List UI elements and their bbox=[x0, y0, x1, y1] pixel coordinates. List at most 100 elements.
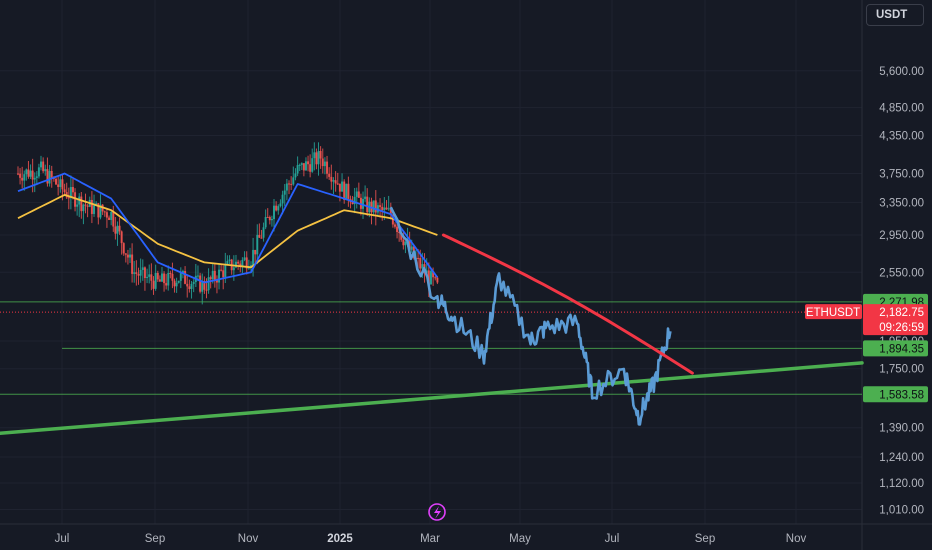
moving-average-slow bbox=[17, 194, 438, 269]
candle-body bbox=[29, 170, 32, 177]
candle-body bbox=[61, 179, 64, 190]
candle-body bbox=[417, 257, 420, 259]
candle-body bbox=[245, 257, 248, 269]
candle-body bbox=[69, 187, 72, 199]
candle-body bbox=[258, 234, 261, 238]
candle-body bbox=[84, 204, 87, 206]
time-tick-label: Mar bbox=[420, 533, 440, 545]
candle-body bbox=[334, 180, 337, 184]
candle-body bbox=[410, 246, 413, 250]
candle-body bbox=[277, 206, 280, 211]
level-price-tag bbox=[863, 340, 928, 357]
candle-body bbox=[256, 234, 259, 255]
candle-body bbox=[300, 163, 303, 165]
candle-body bbox=[186, 283, 189, 287]
candle-body bbox=[379, 205, 382, 207]
price-tick-label: 1,240.00 bbox=[879, 452, 924, 464]
candle-body bbox=[129, 254, 132, 258]
candle-body bbox=[345, 183, 348, 200]
candle-body bbox=[313, 152, 316, 159]
candle-body bbox=[226, 260, 229, 265]
current-price-tag bbox=[863, 304, 928, 336]
candle-body bbox=[150, 274, 153, 281]
candle-body bbox=[400, 232, 403, 240]
time-tick-label: Jul bbox=[605, 533, 620, 545]
candle-body bbox=[218, 269, 221, 283]
candle-body bbox=[328, 173, 331, 177]
candle-body bbox=[158, 279, 161, 282]
candle-body bbox=[57, 184, 60, 188]
candle-body bbox=[19, 173, 22, 178]
time-tick-label: May bbox=[509, 533, 531, 545]
candle-body bbox=[215, 280, 218, 283]
candle-body bbox=[50, 170, 53, 178]
candle-body bbox=[160, 273, 163, 282]
candle-body bbox=[296, 165, 299, 174]
support-trendline bbox=[0, 361, 864, 436]
candle-body bbox=[366, 196, 369, 213]
currency-button[interactable]: USDT bbox=[866, 4, 924, 26]
candle-body bbox=[23, 174, 26, 181]
candle-body bbox=[288, 183, 291, 185]
candle-body bbox=[76, 204, 79, 207]
candle-body bbox=[105, 212, 108, 218]
candle-body bbox=[383, 207, 386, 211]
candle-body bbox=[116, 225, 119, 234]
level-price-tag bbox=[863, 386, 928, 403]
price-tick-label: 1,010.00 bbox=[879, 505, 924, 517]
candle-body bbox=[199, 275, 202, 292]
candle-body bbox=[169, 272, 172, 274]
candle-body bbox=[385, 207, 388, 210]
candle-body bbox=[133, 272, 136, 274]
candle-body bbox=[154, 272, 157, 289]
candle-body bbox=[135, 272, 138, 274]
candle-body bbox=[48, 170, 51, 184]
price-tick-label: 2,550.00 bbox=[879, 267, 924, 279]
candle-body bbox=[315, 152, 318, 165]
candle-body bbox=[205, 289, 208, 291]
candle-body bbox=[381, 206, 384, 211]
lightning-bolt-icon bbox=[434, 506, 441, 519]
candle-body bbox=[294, 173, 297, 178]
candle-body bbox=[122, 243, 125, 254]
candle-body bbox=[275, 205, 278, 211]
candle-body bbox=[432, 271, 435, 278]
candle-body bbox=[243, 257, 246, 260]
candle-body bbox=[343, 181, 346, 200]
candle-body bbox=[114, 226, 117, 234]
candle-body bbox=[163, 273, 166, 284]
candle-body bbox=[139, 269, 142, 276]
candle-body bbox=[213, 270, 216, 281]
candle-body bbox=[304, 161, 307, 171]
candle-body bbox=[74, 192, 77, 207]
candle-body bbox=[332, 180, 335, 182]
candle-body bbox=[181, 271, 184, 274]
candle-body bbox=[389, 208, 392, 215]
candle-body bbox=[42, 161, 45, 172]
candle-body bbox=[321, 158, 324, 167]
candle-body bbox=[25, 169, 28, 175]
time-tick-label: 2025 bbox=[327, 533, 353, 545]
candle-body bbox=[239, 263, 242, 266]
candle-body bbox=[252, 249, 255, 266]
candle-body bbox=[402, 239, 405, 246]
candle-body bbox=[434, 277, 437, 279]
candle-body bbox=[292, 177, 295, 185]
price-tick-label: 4,350.00 bbox=[879, 130, 924, 142]
candle-body bbox=[357, 191, 360, 198]
candle-body bbox=[362, 198, 365, 209]
price-line bbox=[389, 206, 672, 426]
candle-body bbox=[175, 282, 178, 287]
candle-body bbox=[171, 273, 174, 281]
candle-body bbox=[209, 277, 212, 280]
candle-body bbox=[309, 164, 312, 172]
candle-body bbox=[120, 231, 123, 244]
countdown-label: 09:26:59 bbox=[879, 322, 924, 334]
candle-body bbox=[279, 203, 282, 207]
candle-body bbox=[241, 259, 244, 266]
candle-body bbox=[374, 200, 377, 213]
candle-body bbox=[99, 204, 102, 218]
candle-body bbox=[27, 169, 30, 177]
